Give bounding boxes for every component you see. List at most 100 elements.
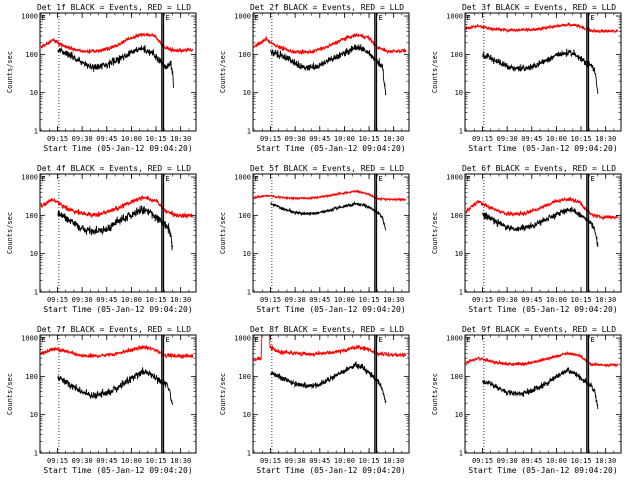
x-axis-label: Start Time (05-Jan-12 09:04:20) [256,144,405,153]
y-tick-label: 100 [450,51,463,59]
y-tick-label: 1000 [21,13,38,21]
panel-title: Det 6f BLACK = Events, RED = LLD [462,164,616,173]
panel-title: Det 9f BLACK = Events, RED = LLD [462,325,616,334]
x-tick-label: 10:30 [595,296,616,304]
interval-marker-right: E [165,14,169,22]
interval-marker-right: E [590,14,594,22]
y-axis-label: Counts/sec [6,373,14,415]
lld-series-line [465,196,619,221]
x-tick-label: 09:45 [309,457,330,465]
x-tick-label: 10:00 [121,457,142,465]
x-tick-label: 09:15 [47,457,68,465]
x-tick-label: 09:15 [472,135,493,143]
x-tick-label: 10:30 [170,457,191,465]
lld-series-line [253,188,407,202]
y-tick-label: 1000 [21,174,38,182]
x-tick-label: 09:15 [260,135,281,143]
x-tick-label: 09:30 [497,135,518,143]
y-tick-label: 1000 [234,174,251,182]
interval-marker-left: E [255,336,259,344]
events-series-line [57,367,174,405]
y-tick-label: 1000 [234,13,251,21]
x-tick-label: 09:30 [285,457,306,465]
x-tick-label: 09:30 [497,457,518,465]
y-tick-label: 100 [25,51,38,59]
x-tick-label: 09:45 [96,296,117,304]
panel-det-2: Det 2f BLACK = Events, RED = LLD E E 1 10 100… [219,3,410,153]
x-tick-label: 09:30 [285,296,306,304]
interval-marker-left: E [42,175,46,183]
y-tick-label: 100 [450,373,463,381]
plot-frame [464,12,622,132]
plot-frame [252,334,410,454]
y-tick-label: 10 [30,89,38,97]
panel-det-6: Det 6f BLACK = Events, RED = LLD E E 1 10 100… [431,164,622,314]
x-tick-label: 10:00 [546,457,567,465]
y-axis-label: Counts/sec [219,373,227,415]
x-tick-label: 10:15 [571,135,592,143]
x-axis-label: Start Time (05-Jan-12 09:04:20) [256,466,405,475]
panel-det-7: Det 7f BLACK = Events, RED = LLD E E 1 10 100… [6,325,197,475]
x-tick-label: 10:30 [383,457,404,465]
x-tick-label: 09:30 [72,457,93,465]
interval-marker-right: E [165,336,169,344]
y-tick-label: 10 [243,250,251,258]
x-tick-label: 09:15 [260,457,281,465]
y-tick-label: 100 [25,212,38,220]
y-tick-label: 1000 [446,335,463,343]
interval-marker-right: E [590,175,594,183]
x-tick-label: 09:45 [96,457,117,465]
lld-series-line [253,335,407,362]
x-tick-label: 10:15 [146,296,167,304]
y-tick-label: 10 [455,89,463,97]
y-tick-label: 10 [30,411,38,419]
y-axis-label: Counts/sec [6,51,14,93]
y-axis-label: Counts/sec [219,51,227,93]
panel-det-4: Det 4f BLACK = Events, RED = LLD E E 1 10 100… [6,164,197,314]
y-tick-label: 100 [25,373,38,381]
x-tick-label: 10:15 [359,296,380,304]
panel-det-3: Det 3f BLACK = Events, RED = LLD E E 1 10 100… [431,3,622,153]
y-axis-label: Counts/sec [431,212,439,254]
panel-det-1: Det 1f BLACK = Events, RED = LLD E E 1 10 100… [6,3,197,153]
interval-marker-left: E [467,14,471,22]
y-tick-label: 1 [459,289,463,297]
interval-marker-right: E [378,336,382,344]
plot-frame [252,12,410,132]
x-axis-label: Start Time (05-Jan-12 09:04:20) [43,466,192,475]
y-tick-label: 100 [238,212,251,220]
plot-frame [252,173,410,293]
x-tick-label: 09:15 [47,135,68,143]
lld-series-line [40,32,194,55]
x-axis-label: Start Time (05-Jan-12 09:04:20) [468,144,617,153]
x-axis-label: Start Time (05-Jan-12 09:04:20) [256,305,405,314]
y-tick-label: 10 [455,250,463,258]
events-series-line [270,200,387,231]
y-tick-label: 1000 [446,174,463,182]
events-series-line [57,205,174,251]
panel-det-5: Det 5f BLACK = Events, RED = LLD E E 1 10 100… [219,164,410,314]
y-tick-label: 1 [247,128,251,136]
panel-det-9: Det 9f BLACK = Events, RED = LLD E E 1 10 100… [431,325,622,475]
x-axis-label: Start Time (05-Jan-12 09:04:20) [43,305,192,314]
x-tick-label: 09:45 [521,296,542,304]
interval-marker-left: E [42,14,46,22]
x-tick-label: 10:15 [571,296,592,304]
x-tick-label: 10:00 [121,135,142,143]
x-tick-label: 10:00 [334,296,355,304]
x-tick-label: 09:15 [472,296,493,304]
lld-series-line [253,32,407,55]
y-tick-label: 1 [34,450,38,458]
x-tick-label: 10:30 [595,457,616,465]
events-series-line [270,361,387,403]
x-tick-label: 09:30 [497,296,518,304]
x-tick-label: 09:45 [96,135,117,143]
interval-marker-left: E [42,336,46,344]
x-tick-label: 10:30 [170,135,191,143]
x-tick-label: 10:00 [334,135,355,143]
panel-det-8: Det 8f BLACK = Events, RED = LLD E E 1 10 100… [219,325,410,475]
events-series-line [270,44,387,96]
plot-frame [464,173,622,293]
plot-frame [464,334,622,454]
y-tick-label: 100 [238,51,251,59]
